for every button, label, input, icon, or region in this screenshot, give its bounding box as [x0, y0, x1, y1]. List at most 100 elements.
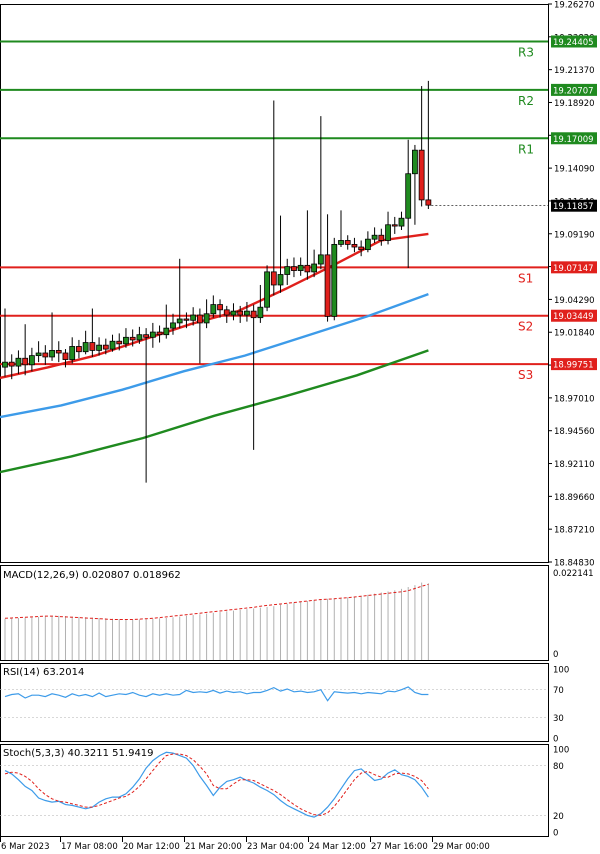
- time-tick-label: 23 Mar 04:00: [247, 842, 304, 852]
- candle-body-bear: [358, 246, 365, 251]
- price-tick-label: 18.84830: [554, 559, 595, 569]
- candle-body-bull: [284, 266, 291, 275]
- candle-body-bull: [412, 149, 418, 175]
- pivot-value-label-r2: 19.20707: [553, 86, 594, 96]
- candle-body-bear: [344, 240, 351, 245]
- price-tick-label: 18.94560: [554, 427, 595, 437]
- macd-axis-max-label: 0.022141: [553, 569, 594, 579]
- candle-body-bear: [102, 344, 109, 350]
- candle-body-bear: [391, 224, 398, 227]
- candle-body-bear: [250, 310, 257, 319]
- pivot-value-label-s1: 19.07147: [553, 264, 594, 274]
- pivot-value-label-r3: 19.24405: [553, 38, 594, 48]
- candle-body-bear: [143, 334, 150, 338]
- candle-body-bear: [55, 349, 62, 354]
- time-tick-label: 21 Mar 20:00: [185, 842, 242, 852]
- pivot-value-box-r3: [551, 35, 597, 48]
- candle-body-bull: [331, 243, 338, 317]
- stoch-axis-label: 0: [553, 829, 558, 839]
- candle-body-bull: [69, 346, 76, 360]
- candle-body-bull: [35, 352, 42, 357]
- candle-body-bull: [338, 240, 344, 245]
- candle-body-bull: [2, 361, 8, 368]
- price-tick-label: 19.21370: [554, 66, 595, 76]
- rsi-axis-label: 70: [553, 686, 564, 696]
- candle-body-bull: [364, 238, 371, 251]
- stoch-axis-label: 80: [553, 762, 564, 772]
- candle-body-bull: [311, 263, 318, 273]
- stoch-axis-label: 20: [553, 812, 564, 822]
- pivot-value-box-r1: [551, 132, 597, 145]
- candle-body-bull: [170, 322, 176, 329]
- main-plot-frame: [0, 4, 549, 563]
- stoch-d-line: [4, 753, 429, 816]
- time-tick-label: 24 Mar 12:00: [309, 842, 366, 852]
- candle-body-bear: [418, 149, 425, 201]
- price-tick-label: 19.01840: [554, 329, 595, 339]
- pivot-name-r2: R2: [518, 94, 534, 108]
- rsi-axis-label: 100: [553, 666, 569, 676]
- candle-body-bull: [371, 234, 378, 240]
- candle-body-bull: [15, 357, 22, 367]
- candle-body-bear: [89, 342, 96, 351]
- candle-body-bull: [190, 314, 197, 321]
- pivot-name-s1: S1: [518, 271, 533, 285]
- time-tick-label: 29 Mar 00:00: [433, 842, 490, 852]
- pivot-value-box-s3: [551, 358, 597, 371]
- candle-body-bear: [351, 243, 358, 248]
- pivot-name-r1: R1: [518, 142, 534, 156]
- candle-body-bear: [304, 264, 311, 273]
- candle-body-bear: [270, 271, 277, 286]
- price-tick-label: 18.89660: [554, 493, 595, 503]
- price-tick-label: 19.26270: [554, 1, 595, 11]
- rsi-axis-label: 30: [553, 714, 564, 724]
- pivot-value-label-r1: 19.17009: [553, 135, 594, 145]
- candle-body-bear: [116, 340, 123, 345]
- candle-body-bear: [196, 314, 203, 324]
- candle-body-bull: [264, 271, 270, 308]
- candle-body-bull: [149, 331, 156, 338]
- pivot-value-box-r2: [551, 83, 597, 96]
- candle-body-bull: [257, 306, 264, 319]
- candle-body-bear: [42, 352, 49, 358]
- price-tick-label: 19.09190: [554, 230, 595, 240]
- stoch-axis-label: 100: [553, 746, 569, 756]
- candle-body-bear: [22, 357, 29, 366]
- candle-body-bull: [230, 310, 237, 316]
- candle-body-bull: [136, 334, 143, 341]
- candle-body-bear: [62, 352, 69, 360]
- candle-body-bull: [405, 173, 412, 219]
- candle-body-bear: [183, 318, 190, 321]
- candle-body-bear: [237, 310, 244, 316]
- pivot-value-label-s2: 19.03449: [553, 312, 594, 322]
- candle-body-bear: [223, 309, 230, 316]
- stoch-panel-frame: [0, 744, 549, 837]
- pivot-name-s2: S2: [518, 320, 533, 334]
- candle-body-bear: [324, 254, 331, 317]
- price-tick-label: 19.04290: [554, 296, 595, 306]
- time-tick-label: 20 Mar 12:00: [123, 842, 180, 852]
- candle-body-bull: [82, 342, 89, 353]
- candle-body-bear: [129, 336, 136, 341]
- candle-body-bull: [28, 355, 35, 366]
- pivot-value-box-s2: [551, 309, 597, 322]
- candle-body-bear: [378, 234, 385, 241]
- candle-body-bull: [203, 313, 210, 324]
- time-tick-label: 17 Mar 08:00: [61, 842, 118, 852]
- time-tick-label: 6 Mar 2023: [1, 842, 49, 852]
- pivot-name-s3: S3: [518, 368, 533, 382]
- rsi-label: RSI(14) 63.2014: [3, 667, 84, 678]
- candle-body-bull: [96, 344, 102, 351]
- candle-body-bull: [123, 336, 129, 345]
- candle-body-bear: [76, 346, 82, 353]
- price-tick-label: 18.87210: [554, 526, 595, 536]
- stoch-label: Stoch(5,3,3) 40.3211 51.9419: [3, 748, 154, 759]
- pivot-value-label-s3: 18.99751: [553, 361, 594, 371]
- candle-body-bull: [163, 327, 170, 336]
- current-price-box: [551, 199, 597, 212]
- price-tick-label: 18.97010: [554, 394, 595, 404]
- candle-body-bear: [8, 361, 15, 367]
- candle-body-bull: [109, 340, 116, 350]
- candle-body-bull: [244, 310, 250, 316]
- current-price-label: 19.11857: [553, 202, 594, 212]
